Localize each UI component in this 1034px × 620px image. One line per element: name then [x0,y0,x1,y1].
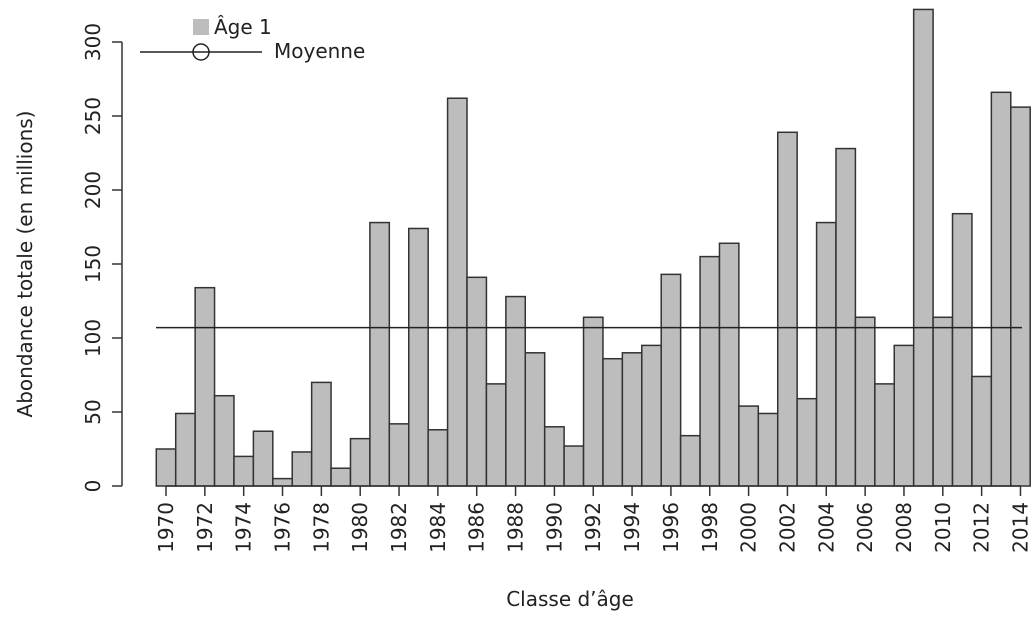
bar [990,91,1012,487]
bar [776,131,798,487]
y-tick-label: 100 [81,319,105,357]
bar [602,357,624,487]
legend-label: Âge 1 [214,15,272,39]
bar [369,221,391,487]
bar [912,8,934,487]
x-tick-label: 2008 [892,502,916,553]
x-tick-label: 2010 [931,502,955,553]
y-tick-label: 300 [81,23,105,61]
bar [874,383,896,487]
bar [505,295,527,487]
x-tick-label: 1972 [193,502,217,553]
x-tick-label: 2004 [814,502,838,553]
y-axis-title: Abondance totale (en millions) [13,111,37,418]
bar [155,448,177,487]
legend-marker [192,43,210,61]
x-tick-label: 1970 [154,502,178,553]
legend-label: Moyenne [274,39,365,63]
x-tick-label: 1976 [271,502,295,553]
bar [679,434,701,487]
bar [194,286,216,487]
bar [524,352,546,487]
bar [446,97,468,487]
bar [1010,106,1031,487]
bar [233,455,255,487]
bar [621,352,643,487]
x-tick-label: 1990 [542,502,566,553]
y-tick-label: 0 [81,480,105,493]
bar [174,412,196,487]
x-tick-label: 1974 [232,502,256,553]
x-tick-label: 2014 [1008,502,1032,553]
x-tick-label: 2002 [775,502,799,553]
x-tick-label: 1984 [426,502,450,553]
bar [466,276,488,487]
x-tick-label: 1982 [387,502,411,553]
bar [641,344,662,487]
bar [893,344,915,487]
y-tick-label: 200 [81,171,105,209]
bar [408,227,429,487]
bar [699,255,721,487]
x-axis-title: Classe d’âge [506,587,634,611]
bar [272,477,293,487]
x-tick-label: 1978 [309,502,333,553]
x-tick-label: 1998 [698,502,722,553]
x-tick-label: 1988 [504,502,528,553]
bar [563,445,585,487]
bar [932,316,954,487]
bar [815,221,837,487]
bar [854,316,876,487]
x-tick-label: 1992 [581,502,605,553]
bar [796,397,818,487]
bar [718,242,740,487]
bar [427,429,449,487]
x-tick-label: 2006 [853,502,877,553]
bar [971,375,993,487]
x-tick-label: 1994 [620,502,644,553]
x-tick-label: 1980 [348,502,372,553]
bar [349,437,371,487]
bar [252,430,274,487]
bar [291,451,313,487]
bar [835,147,857,487]
bar [582,316,604,487]
legend-swatch [193,19,209,35]
bar [738,405,760,487]
x-tick-label: 2012 [970,502,994,553]
x-tick-label: 2000 [737,502,761,553]
bar [213,394,235,487]
bar [951,212,973,487]
bar [543,426,565,487]
bar [485,383,507,487]
bar [757,412,779,487]
bar [388,423,410,487]
y-tick-label: 250 [81,97,105,135]
y-tick-label: 50 [81,399,105,424]
bar [330,467,352,487]
bar [310,381,332,487]
y-tick-label: 150 [81,245,105,283]
bar [660,273,682,487]
x-tick-label: 1986 [465,502,489,553]
x-tick-label: 1996 [659,502,683,553]
